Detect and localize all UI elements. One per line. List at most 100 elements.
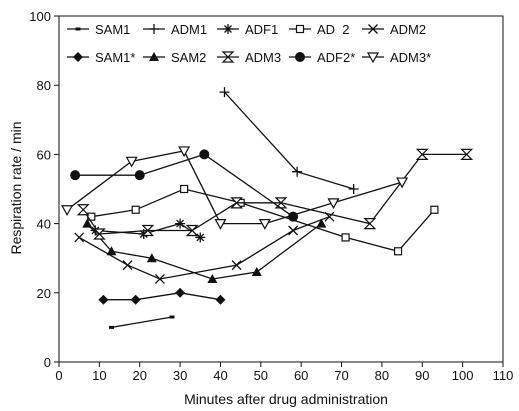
x-tick-label: 30 [173,368,187,383]
x-tick-label: 20 [132,368,146,383]
series-adm3 [76,148,474,240]
data-series [61,87,474,329]
data-point [131,205,140,214]
data-point [169,315,175,319]
data-point [106,246,117,256]
y-axis-title: Respiration rate / min [8,121,24,254]
series-line [103,292,221,301]
legend-entry: ADM3* [362,50,431,65]
series-line [224,91,354,190]
x-tick-label: 110 [493,368,514,383]
data-point [231,260,242,271]
legend-entry: ADM2 [362,22,426,37]
legend-label: ADM2 [390,22,426,37]
data-point [125,156,138,168]
data-point [122,260,133,271]
data-point [134,170,145,181]
legend-entry: ADF1 [217,22,278,37]
x-tick-label: 80 [375,368,389,383]
x-tick-label: 10 [92,368,106,383]
y-tick-label: 40 [37,217,51,232]
x-axis-title: Minutes after drug administration [184,391,388,407]
data-point [258,219,271,230]
data-point [327,198,340,210]
y-tick-label: 20 [37,286,51,301]
data-point [396,177,409,189]
data-point [199,149,210,160]
legend-label: ADF2* [317,50,355,65]
legend-label: AD 2 [317,22,350,37]
data-point [130,294,141,305]
data-point [76,204,90,216]
legend-entry: AD 2 [289,22,350,37]
data-point [74,232,85,243]
x-tick-label: 70 [334,368,348,383]
data-point [215,294,226,305]
data-point [98,294,109,305]
x-tick-label: 90 [415,368,429,383]
data-point [146,253,157,263]
data-point [230,197,244,209]
data-point [82,218,93,228]
series-sam2 [82,218,327,283]
x-tick-label: 40 [213,368,227,383]
legend-label: ADF1 [245,22,278,37]
legend-label: SAM1 [95,22,130,37]
y-tick-label: 60 [37,147,51,162]
data-point [175,218,186,229]
legend-marker [366,52,380,64]
data-point [460,148,474,160]
data-point [430,205,439,214]
data-point [92,228,106,240]
legend-marker [295,52,305,62]
series-adf2 [70,149,299,222]
legend-marker [368,24,378,34]
data-point [363,218,377,230]
legend-marker [295,24,305,34]
data-point [141,224,155,237]
plot-frame [58,15,504,363]
x-tick-label: 100 [452,368,474,383]
data-point [316,218,327,228]
legend-label: ADM3 [245,50,281,65]
series-sam1 [98,287,226,305]
legend-label: ADM1 [171,22,207,37]
data-point [178,146,191,158]
data-point [185,224,199,237]
legend-label: ADM3* [390,50,431,65]
data-point [61,205,74,216]
legend-entry: SAM2 [143,50,206,65]
legend-marker [73,52,83,62]
data-point [219,87,230,98]
series-adm2 [74,211,335,284]
legend-marker [75,27,81,31]
legend-marker [223,24,233,34]
data-point [195,232,206,243]
y-tick-label: 80 [37,78,51,93]
series-line [86,223,322,280]
series-adm3 [61,146,409,230]
series-line [111,316,173,329]
legend-label: SAM2 [171,50,206,65]
legend-entry: ADF2* [289,50,355,65]
plot-border [58,15,504,363]
data-point [207,273,218,283]
data-point [341,233,350,242]
series-line [78,216,330,280]
x-tick-label: 50 [254,368,268,383]
data-point [415,148,429,160]
legend-entry: ADM3 [217,50,281,65]
series-line [82,153,467,235]
data-point [288,225,299,236]
data-point [154,274,165,284]
data-point [180,184,189,194]
legend-entry: ADM1 [143,22,207,37]
y-tick-label: 100 [29,9,51,24]
data-point [108,325,114,329]
legend-marker [149,24,159,34]
series-sam1 [108,315,175,329]
data-point [214,219,227,230]
legend-entry: SAM1* [67,50,135,65]
x-tick-label: 60 [294,368,308,383]
data-point [393,247,403,256]
